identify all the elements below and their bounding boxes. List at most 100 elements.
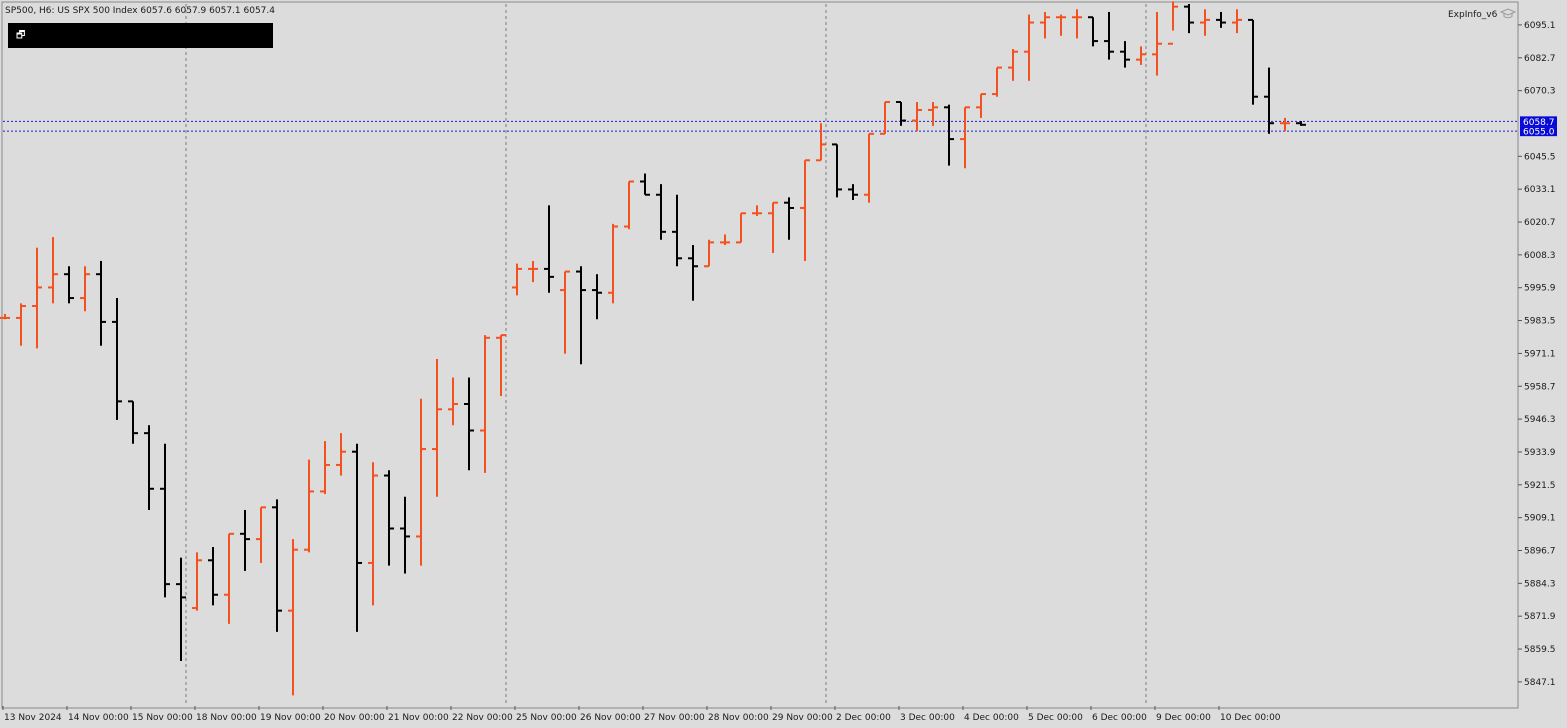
x-tick-label: 28 Nov 00:00 [708, 713, 769, 723]
ohlc-bar[interactable] [1168, 1, 1178, 45]
ohlc-bar[interactable] [1216, 11, 1226, 28]
ohlc-bar[interactable] [768, 201, 778, 254]
ohlc-bar[interactable] [1008, 49, 1018, 81]
ohlc-bar[interactable] [544, 205, 554, 293]
ohlc-bar[interactable] [576, 266, 586, 365]
ohlc-bar[interactable] [304, 459, 314, 553]
ohlc-bar[interactable] [288, 539, 298, 696]
ohlc-bar[interactable] [1296, 121, 1306, 126]
ohlc-bar[interactable] [1056, 14, 1066, 36]
ohlc-bar[interactable] [272, 499, 282, 632]
ohlc-bar[interactable] [336, 433, 346, 476]
ohlc-bar[interactable] [816, 123, 826, 162]
ohlc-bar[interactable] [240, 509, 250, 571]
ohlc-bar[interactable] [1104, 11, 1114, 60]
ohlc-bar[interactable] [224, 532, 234, 624]
ohlc-bar[interactable] [528, 260, 538, 283]
x-tick-label: 15 Nov 00:00 [132, 713, 193, 723]
ohlc-bar[interactable] [1280, 117, 1290, 132]
ohlc-bar[interactable] [1200, 9, 1210, 36]
ohlc-bar[interactable] [784, 197, 794, 240]
ohlc-bar[interactable] [128, 400, 138, 444]
ohlc-bar[interactable] [400, 496, 410, 574]
ohlc-bar[interactable] [208, 547, 218, 606]
ohlc-bar[interactable] [368, 462, 378, 606]
ohlc-bar[interactable] [800, 159, 810, 261]
ohlc-bar[interactable] [352, 443, 362, 632]
ohlc-bar[interactable] [848, 184, 858, 201]
ohlc-bar[interactable] [144, 425, 154, 510]
ohlc-bar[interactable] [720, 234, 730, 246]
price-level-tag [1520, 116, 1557, 127]
ohlc-bar[interactable] [256, 506, 266, 563]
ohlc-bar[interactable] [976, 93, 986, 118]
ohlc-bar[interactable] [0, 313, 10, 320]
ohlc-bar[interactable] [320, 441, 330, 495]
ohlc-bar[interactable] [480, 335, 490, 473]
ohlc-bar[interactable] [656, 184, 666, 240]
ohlc-bar[interactable] [32, 247, 42, 349]
ohlc-bar[interactable] [688, 245, 698, 301]
y-tick-label: 5983.5 [1524, 317, 1556, 327]
ohlc-bar[interactable] [1040, 11, 1050, 39]
y-tick-label: 6070.3 [1524, 87, 1556, 97]
grid-lines [185, 4, 1147, 706]
ohlc-bar[interactable] [944, 104, 954, 166]
ohlc-bar[interactable] [736, 212, 746, 244]
ohlc-bar[interactable] [624, 180, 634, 230]
ohlc-bar[interactable] [832, 143, 842, 198]
ohlc-bar[interactable] [912, 102, 922, 132]
ohlc-bar[interactable] [960, 106, 970, 169]
ohlc-bar[interactable] [80, 266, 90, 312]
ohlc-bar[interactable] [112, 298, 122, 420]
ohlc-bar[interactable] [16, 303, 26, 346]
y-tick-label: 5847.1 [1524, 678, 1556, 688]
ohlc-bar[interactable] [880, 101, 890, 135]
ohlc-bar[interactable] [1136, 46, 1146, 65]
ohlc-bar[interactable] [1152, 11, 1162, 76]
ohlc-bar[interactable] [1024, 14, 1034, 81]
ohlc-bar[interactable] [1232, 9, 1242, 34]
ohlc-bar[interactable] [384, 470, 394, 566]
ohlc-bar[interactable] [160, 443, 170, 598]
y-tick-label: 5859.5 [1524, 645, 1556, 655]
cap-icon[interactable] [1499, 8, 1517, 19]
ohlc-bar[interactable] [640, 173, 650, 196]
ohlc-bar[interactable] [560, 270, 570, 354]
ohlc-bar[interactable] [464, 377, 474, 471]
price-bars[interactable] [0, 1, 1306, 696]
price-level-label: 6058.7 [1523, 118, 1555, 128]
ohlc-bar[interactable] [896, 101, 906, 126]
ohlc-bar[interactable] [592, 274, 602, 320]
ohlc-bar[interactable] [192, 552, 202, 611]
ohlc-bar[interactable] [64, 266, 74, 304]
x-tick-label: 3 Dec 00:00 [900, 713, 955, 723]
ohlc-bar[interactable] [1072, 9, 1082, 39]
ohlc-bar[interactable] [608, 223, 618, 304]
ohlc-bar[interactable] [432, 358, 442, 497]
ohlc-bar[interactable] [96, 260, 106, 346]
ohlc-bar[interactable] [1088, 16, 1098, 47]
ohlc-bar[interactable] [704, 239, 714, 268]
ohlc-bar[interactable] [752, 205, 762, 216]
ohlc-bar[interactable] [512, 263, 522, 296]
ohlc-bar[interactable] [496, 334, 506, 397]
ohlc-bar[interactable] [176, 557, 186, 661]
x-tick-label: 13 Nov 2024 [4, 713, 62, 723]
ohlc-bar[interactable] [1120, 41, 1130, 68]
y-axis: 6095.1 6082.7 6070.3 6045.5 6033.1 6020.7 6008… [1518, 21, 1556, 688]
ohlc-bar[interactable] [672, 194, 682, 267]
ohlc-bar[interactable] [1248, 18, 1258, 105]
ohlc-bar[interactable] [1184, 4, 1194, 34]
x-tick-label: 5 Dec 00:00 [1028, 713, 1083, 723]
ohlc-bar[interactable] [992, 66, 1002, 97]
ohlc-bar[interactable] [864, 132, 874, 203]
ohlc-bar[interactable] [1264, 67, 1274, 134]
restore-window-icon[interactable]: 🗗 [16, 29, 26, 41]
info-panel[interactable]: 🗗 [8, 23, 273, 48]
ohlc-bar[interactable] [448, 377, 458, 426]
ohlc-bar[interactable] [48, 237, 58, 304]
ohlc-bar[interactable] [928, 102, 938, 126]
ohlc-bar[interactable] [416, 398, 426, 566]
